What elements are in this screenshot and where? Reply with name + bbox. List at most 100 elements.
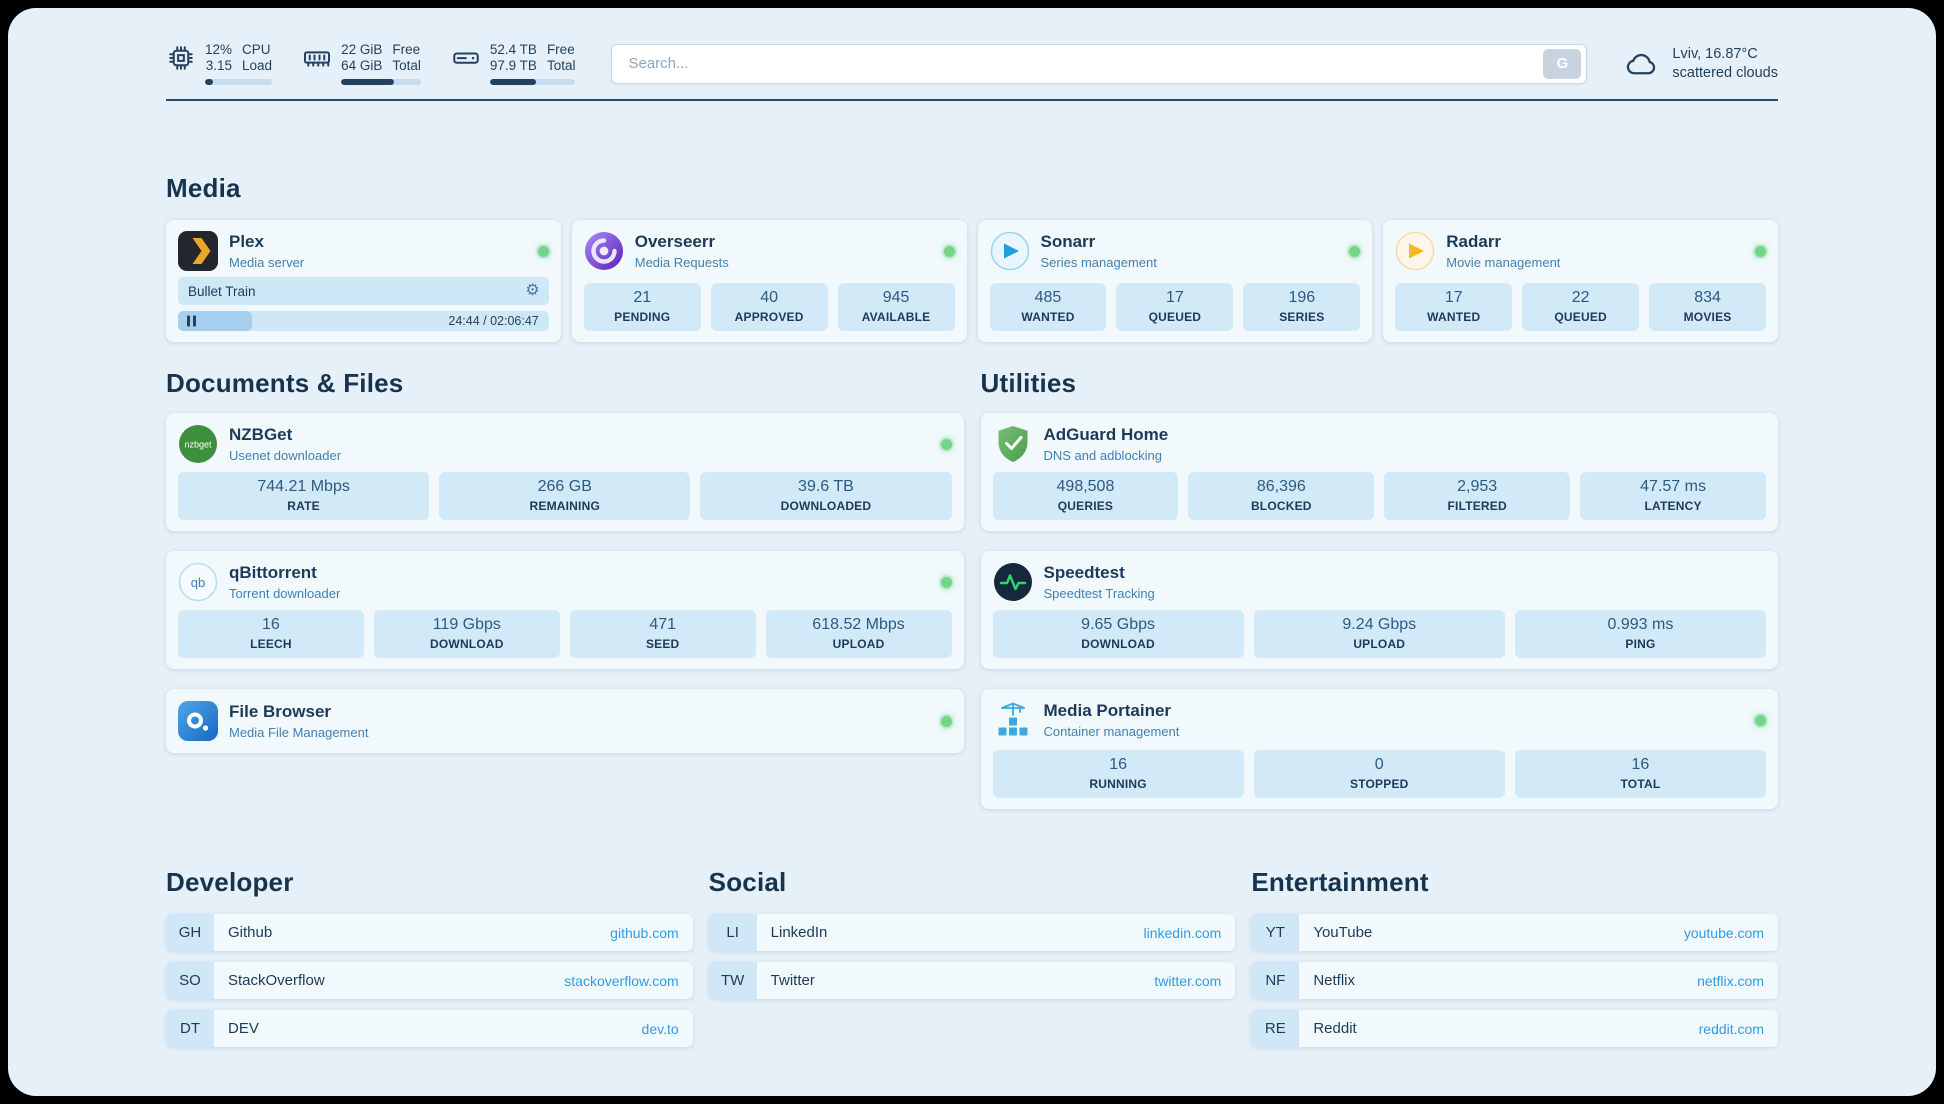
weather-location: Lviv, 16.87°C	[1672, 45, 1758, 62]
bookmark-reddit[interactable]: RE Reddit reddit.com	[1251, 1010, 1778, 1047]
bookmark-url: youtube.com	[1683, 924, 1764, 941]
now-playing-row: Bullet Train ⚙	[178, 277, 549, 305]
app-name: qBittorrent	[229, 563, 317, 582]
status-dot	[943, 245, 955, 257]
ram-icon	[304, 51, 331, 67]
app-card-sonarr[interactable]: Sonarr Series management 485 WANTED 17 Q…	[977, 220, 1373, 342]
bookmark-netflix[interactable]: NF Netflix netflix.com	[1251, 962, 1778, 999]
bookmark-url: twitter.com	[1154, 972, 1222, 989]
app-subtitle: Usenet downloader	[229, 448, 342, 463]
ram-free-value: 22 GiB	[341, 42, 383, 57]
portainer-icon	[998, 702, 1027, 736]
playback-progress-fill	[178, 311, 253, 331]
svg-text:qb: qb	[191, 575, 205, 590]
status-dot	[1755, 714, 1766, 726]
radarr-icon	[1395, 231, 1435, 271]
bookmark-github[interactable]: GH Github github.com	[166, 914, 693, 951]
cloud-icon	[1627, 53, 1656, 74]
bookmark-youtube[interactable]: YT YouTube youtube.com	[1251, 914, 1778, 951]
status-dot	[940, 715, 952, 727]
stat-downloaded: 39.6 TB DOWNLOADED	[700, 472, 952, 520]
app-name: AdGuard Home	[1043, 425, 1169, 444]
cpu-usage-value: 12%	[205, 42, 233, 57]
app-subtitle: Speedtest Tracking	[1043, 586, 1155, 601]
nzbget-icon: nzbget	[179, 425, 217, 463]
stat-filtered: 2,953 FILTERED	[1384, 472, 1571, 520]
bookmark-linkedin[interactable]: LI LinkedIn linkedin.com	[708, 914, 1236, 951]
stat-queued: 17 QUEUED	[1116, 283, 1234, 331]
now-playing-title: Bullet Train	[188, 283, 256, 299]
section-media: Media Plex Media server	[166, 173, 1778, 342]
app-card-qbittorrent[interactable]: qb qBittorrent Torrent downloader 16 LEE…	[166, 551, 964, 669]
app-card-portainer[interactable]: Media Portainer Container management 16 …	[980, 689, 1778, 809]
svg-text:nzbget: nzbget	[184, 440, 212, 450]
bookmark-abbr: GH	[166, 914, 214, 951]
top-bar: 12% 3.15 CPU Load	[166, 42, 1778, 85]
cpu-label-1: CPU	[242, 42, 271, 57]
bookmark-abbr: DT	[166, 1010, 214, 1047]
bookmark-name: Netflix	[1313, 972, 1356, 989]
bookmark-name: Github	[228, 924, 273, 941]
dashboard-page: 12% 3.15 CPU Load	[8, 8, 1936, 1096]
plex-icon	[178, 231, 218, 271]
bookmark-url: stackoverflow.com	[564, 972, 679, 989]
stat-queries: 498,508 QUERIES	[992, 472, 1179, 520]
speedtest-icon	[993, 563, 1032, 601]
qbittorrent-icon: qb	[178, 562, 218, 602]
bookmark-dev[interactable]: DT DEV dev.to	[166, 1010, 693, 1047]
app-card-plex[interactable]: Plex Media server Bullet Train ⚙ 24:44 /…	[166, 220, 561, 342]
disk-icon	[453, 52, 479, 64]
adguard-icon	[998, 426, 1027, 462]
section-title-media: Media	[166, 173, 241, 203]
stat-upload: 9.24 Gbps UPLOAD	[1253, 610, 1505, 658]
search-input[interactable]	[628, 55, 1544, 72]
bookmark-stackoverflow[interactable]: SO StackOverflow stackoverflow.com	[166, 962, 693, 999]
stat-leech: 16 LEECH	[178, 610, 364, 658]
pause-icon[interactable]	[187, 315, 196, 327]
gear-icon[interactable]: ⚙	[525, 282, 540, 299]
app-card-filebrowser[interactable]: File Browser Media File Management	[166, 689, 964, 753]
app-card-adguard[interactable]: AdGuard Home DNS and adblocking 498,508 …	[980, 413, 1778, 531]
app-subtitle: Movie management	[1446, 255, 1561, 270]
ram-widget: 22 GiB 64 GiB Free Total	[302, 42, 421, 85]
app-card-overseerr[interactable]: Overseerr Media Requests 21 PENDING 40 A…	[571, 220, 967, 342]
stat-ping: 0.993 ms PING	[1514, 610, 1767, 658]
ram-label-1: Free	[392, 42, 421, 57]
search-bar: G	[611, 43, 1588, 84]
stat-blocked: 86,396 BLOCKED	[1188, 472, 1375, 520]
app-subtitle: Torrent downloader	[229, 586, 341, 601]
search-engine-button[interactable]: G	[1543, 48, 1582, 79]
playback-progress-bar[interactable]: 24:44 / 02:06:47	[178, 311, 549, 331]
stat-pending: 21 PENDING	[583, 283, 701, 331]
app-card-speedtest[interactable]: Speedtest Speedtest Tracking 9.65 Gbps D…	[980, 551, 1778, 669]
stat-series: 196 SERIES	[1243, 283, 1361, 331]
stat-total: 16 TOTAL	[1514, 750, 1767, 798]
bookmark-url: reddit.com	[1698, 1020, 1764, 1037]
cpu-label-2: Load	[242, 58, 273, 73]
bookmark-name: DEV	[228, 1020, 259, 1037]
app-card-radarr[interactable]: Radarr Movie management 17 WANTED 22 QUE…	[1383, 220, 1778, 342]
bookmark-name: YouTube	[1313, 924, 1373, 941]
app-card-nzbget[interactable]: nzbget NZBGet Usenet downloader 744.21 M…	[166, 413, 964, 531]
app-name: Media Portainer	[1043, 701, 1172, 720]
app-name: Sonarr	[1040, 232, 1096, 251]
app-subtitle: Media Requests	[634, 255, 729, 270]
stat-download: 119 Gbps DOWNLOAD	[373, 610, 560, 658]
header-divider	[166, 99, 1778, 101]
bookmark-url: netflix.com	[1697, 972, 1764, 989]
disk-progress-fill	[489, 79, 537, 85]
bookmark-twitter[interactable]: TW Twitter twitter.com	[708, 962, 1236, 999]
bookmark-url: github.com	[610, 924, 679, 941]
status-dot	[537, 245, 549, 257]
app-subtitle: Media server	[229, 255, 305, 270]
cpu-icon	[169, 46, 193, 70]
bookmark-abbr: NF	[1251, 962, 1300, 999]
app-subtitle: Media File Management	[229, 725, 369, 740]
stat-wanted: 485 WANTED	[989, 283, 1107, 331]
app-subtitle: Container management	[1043, 724, 1180, 739]
disk-progress-track	[489, 79, 576, 85]
ram-total-value: 64 GiB	[341, 58, 383, 73]
section-title-utilities: Utilities	[980, 368, 1077, 398]
stat-upload: 618.52 Mbps UPLOAD	[765, 610, 952, 658]
app-subtitle: Series management	[1040, 255, 1157, 270]
